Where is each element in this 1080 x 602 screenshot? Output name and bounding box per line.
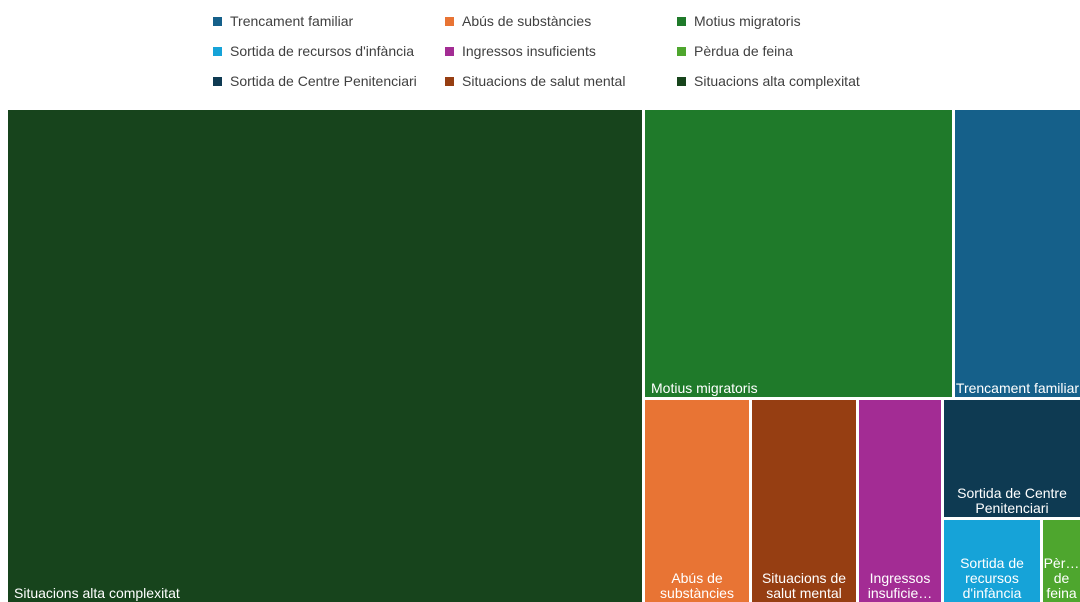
treemap-tile-label-line: insuficie… — [867, 585, 933, 601]
legend-swatch — [677, 16, 686, 26]
treemap-tile-label-line: substàncies — [660, 585, 734, 601]
legend-item[interactable]: Pèrdua de feina — [677, 43, 793, 59]
legend-swatch — [677, 76, 686, 86]
treemap-tile-label: Sortida de recursos d'infància — [944, 556, 1040, 601]
legend-swatch — [445, 76, 454, 86]
treemap-tile-label-line: salut mental — [766, 585, 842, 601]
treemap-tile-label-line: feina — [1046, 585, 1077, 601]
legend-label: Situacions de salut mental — [462, 73, 626, 89]
treemap-tile-label: Abús de substàncies — [645, 571, 749, 601]
treemap-tile[interactable]: Pèr… de feina — [1043, 520, 1080, 602]
legend-item[interactable]: Abús de substàncies — [445, 13, 591, 29]
legend-label: Motius migratoris — [694, 13, 801, 29]
treemap-tile-label: Pèr… de feina — [1043, 556, 1080, 601]
treemap-tile-label: Situacions de salut mental — [752, 571, 856, 601]
treemap-tile-label-line: Situacions alta complexitat — [14, 585, 180, 601]
legend-swatch — [213, 76, 222, 86]
treemap-tile-label: Situacions alta complexitat — [14, 586, 180, 601]
treemap-tile[interactable]: Situacions de salut mental — [752, 400, 856, 602]
treemap-tile-label-line: Sortida de — [960, 555, 1024, 571]
treemap-tile-label-line: Sortida de Centre — [957, 485, 1067, 501]
legend-swatch — [677, 46, 686, 56]
treemap-tile-label: Sortida de Centre Penitenciari — [944, 486, 1080, 516]
legend-label: Situacions alta complexitat — [694, 73, 860, 89]
legend: Trencament familiar Abús de substàncies Mo… — [0, 0, 1080, 100]
treemap-tile-label-line: Trencament familiar — [955, 380, 1080, 396]
treemap-tile[interactable]: Situacions alta complexitat — [8, 110, 642, 602]
treemap-tile-label-line: recursos — [965, 570, 1019, 586]
legend-item[interactable]: Situacions de salut mental — [445, 73, 625, 89]
treemap-tile[interactable]: Sortida de recursos d'infància — [944, 520, 1040, 602]
legend-swatch — [213, 46, 222, 56]
treemap-tile-label-line: Ingressos — [869, 570, 931, 586]
legend-swatch — [445, 16, 454, 26]
treemap-tile[interactable]: Abús de substàncies — [645, 400, 749, 602]
treemap-tile-label-line: de — [1053, 570, 1070, 586]
legend-item[interactable]: Motius migratoris — [677, 13, 801, 29]
treemap-tile-label-line: Pèr… — [1043, 555, 1080, 571]
legend-label: Sortida de Centre Penitenciari — [230, 73, 417, 89]
legend-label: Ingressos insuficients — [462, 43, 596, 59]
legend-label: Trencament familiar — [230, 13, 354, 29]
legend-item[interactable]: Sortida de recursos d'infància — [213, 43, 414, 59]
legend-swatch — [445, 46, 454, 56]
legend-item[interactable]: Sortida de Centre Penitenciari — [213, 73, 417, 89]
treemap-tile-label-line: Penitenciari — [975, 500, 1049, 516]
treemap-tile-label-line: d'infància — [962, 585, 1022, 601]
legend-item[interactable]: Situacions alta complexitat — [677, 73, 860, 89]
treemap-tile-label: Ingressos insuficie… — [859, 571, 941, 601]
legend-label: Sortida de recursos d'infància — [230, 43, 414, 59]
treemap-tile[interactable]: Motius migratoris — [645, 110, 952, 397]
treemap-tile-label: Trencament familiar — [955, 381, 1080, 396]
treemap-tile-label: Motius migratoris — [651, 381, 758, 396]
treemap-tile[interactable]: Trencament familiar — [955, 110, 1080, 397]
legend-label: Pèrdua de feina — [694, 43, 793, 59]
legend-label: Abús de substàncies — [462, 13, 592, 29]
treemap-tile[interactable]: Sortida de Centre Penitenciari — [944, 400, 1080, 517]
legend-item[interactable]: Trencament familiar — [213, 13, 353, 29]
legend-item[interactable]: Ingressos insuficients — [445, 43, 596, 59]
treemap-tile[interactable]: Ingressos insuficie… — [859, 400, 941, 602]
treemap-tile-label-line: Situacions de — [761, 570, 847, 586]
treemap-tile-label-line: Abús de — [671, 570, 723, 586]
legend-swatch — [213, 16, 222, 26]
treemap-tile-label-line: Motius migratoris — [651, 380, 758, 396]
